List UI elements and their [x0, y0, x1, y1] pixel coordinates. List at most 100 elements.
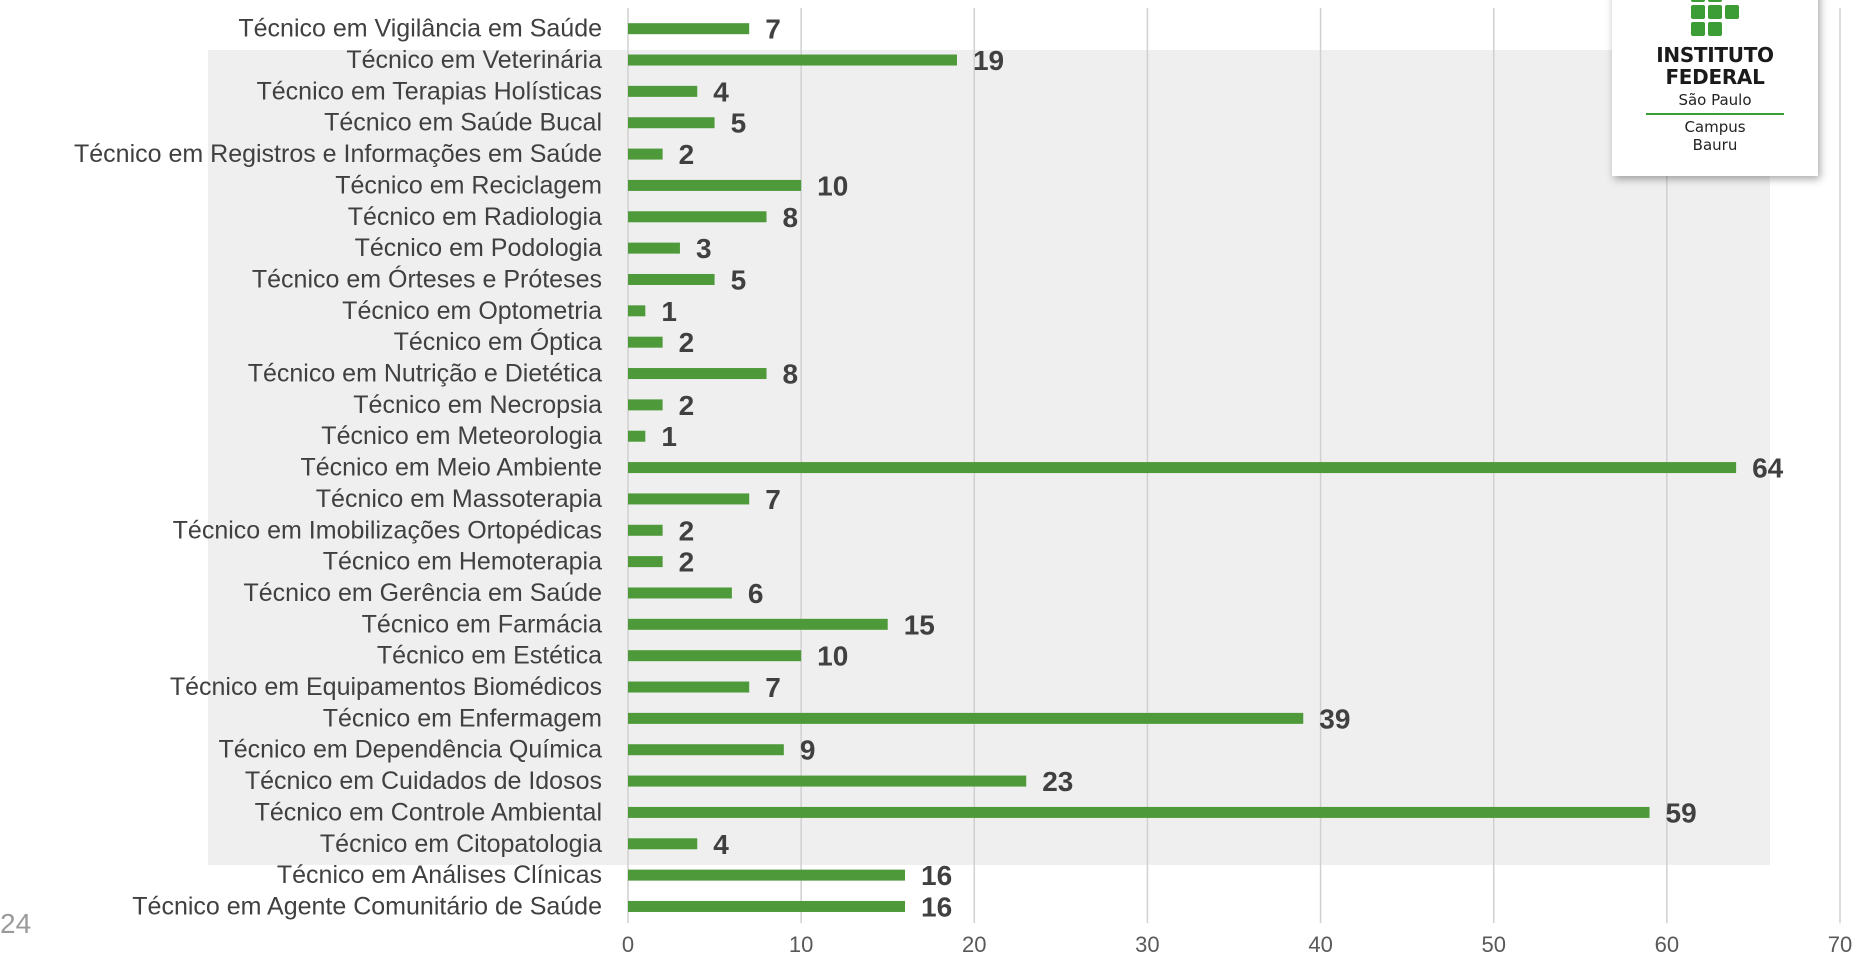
data-label: 5: [731, 264, 747, 295]
data-label: 6: [748, 578, 764, 609]
logo-title: INSTITUTO FEDERAL: [1612, 44, 1818, 88]
data-label: 8: [783, 202, 799, 233]
bar: [628, 900, 906, 912]
data-label: 4: [713, 829, 729, 860]
data-label: 1: [661, 296, 677, 327]
category-label: Técnico em Meio Ambiente: [300, 454, 602, 482]
data-label: 10: [817, 170, 848, 201]
bar: [628, 806, 1650, 818]
bar: [628, 838, 698, 850]
category-label: Técnico em Massoterapia: [316, 485, 602, 513]
x-tick-label: 40: [1308, 932, 1332, 955]
bar: [628, 399, 663, 411]
data-label: 7: [765, 14, 781, 45]
category-label: Técnico em Enfermagem: [323, 704, 602, 732]
data-label: 5: [731, 108, 747, 139]
category-label: Técnico em Gerência em Saúde: [243, 579, 602, 607]
institute-logo-mark-icon: [1691, 0, 1739, 36]
category-label: Técnico em Registros e Informações em Sa…: [74, 140, 602, 168]
category-label: Técnico em Equipamentos Biomédicos: [170, 673, 602, 701]
data-label: 23: [1042, 766, 1073, 797]
bar: [628, 681, 750, 693]
x-tick-label: 70: [1828, 932, 1852, 955]
data-label: 2: [679, 139, 695, 170]
category-label: Técnico em Reciclagem: [335, 171, 602, 199]
data-label: 19: [973, 45, 1004, 76]
category-label: Técnico em Órteses e Próteses: [252, 264, 602, 293]
category-label: Técnico em Estética: [377, 642, 602, 670]
category-label: Técnico em Meteorologia: [321, 422, 602, 450]
data-label: 2: [679, 547, 695, 578]
category-label: Técnico em Veterinária: [346, 46, 602, 74]
bar: [628, 744, 784, 756]
logo-campus: Campus Bauru: [1612, 118, 1818, 154]
data-label: 7: [765, 672, 781, 703]
data-label: 4: [713, 76, 729, 107]
data-label: 59: [1666, 797, 1697, 828]
data-label: 64: [1752, 453, 1784, 484]
category-label: Técnico em Controle Ambiental: [255, 798, 602, 826]
x-tick-label: 0: [622, 932, 634, 955]
x-tick-label: 30: [1135, 932, 1159, 955]
category-label: Técnico em Podologia: [355, 234, 602, 262]
data-label: 15: [904, 609, 935, 640]
bar: [628, 85, 698, 97]
logo-title-line2: FEDERAL: [1665, 65, 1765, 89]
category-label: Técnico em Optometria: [342, 297, 602, 325]
data-label: 10: [817, 641, 848, 672]
data-label: 9: [800, 735, 816, 766]
bar: [628, 524, 663, 536]
bar: [628, 148, 663, 160]
data-label: 1: [661, 421, 677, 452]
bar: [628, 430, 646, 442]
bar: [628, 587, 732, 599]
institute-logo: INSTITUTO FEDERAL São Paulo Campus Bauru: [1612, 0, 1818, 176]
bar: [628, 462, 1737, 474]
logo-subtitle: São Paulo: [1678, 91, 1752, 109]
x-tick-label: 50: [1481, 932, 1505, 955]
bar: [628, 368, 767, 380]
bar: [628, 336, 663, 348]
page-number: 24: [0, 908, 32, 939]
logo-divider: [1646, 113, 1784, 115]
bar: [628, 775, 1027, 787]
data-label: 7: [765, 484, 781, 515]
category-label: Técnico em Saúde Bucal: [324, 109, 602, 137]
bar: [628, 211, 767, 223]
category-label: Técnico em Nutrição e Dietética: [248, 360, 602, 388]
data-label: 39: [1319, 703, 1350, 734]
bar: [628, 650, 802, 662]
bar: [628, 117, 715, 129]
bar: [628, 242, 680, 254]
category-label: Técnico em Dependência Química: [218, 736, 602, 764]
bar: [628, 23, 750, 35]
category-label: Técnico em Agente Comunitário de Saúde: [132, 892, 602, 920]
bar: [628, 556, 663, 568]
x-tick-label: 10: [789, 932, 813, 955]
data-label: 16: [921, 860, 952, 891]
category-labels: Técnico em Vigilância em Saúde Técnico em…: [74, 15, 602, 921]
data-label: 2: [679, 390, 695, 421]
category-label: Técnico em Necropsia: [353, 391, 602, 419]
bar: [628, 54, 957, 66]
data-label: 8: [783, 359, 799, 390]
logo-title-line1: INSTITUTO: [1656, 43, 1774, 67]
category-label: Técnico em Óptica: [394, 327, 603, 356]
category-label: Técnico em Radiologia: [348, 203, 602, 231]
bar: [628, 712, 1304, 724]
x-tick-label: 20: [962, 932, 986, 955]
bar: [628, 869, 906, 881]
bar: [628, 493, 750, 505]
x-axis-ticks: 0 10 20 30 40 50 60 70: [622, 932, 1852, 955]
category-label: Técnico em Imobilizações Ortopédicas: [173, 516, 602, 544]
category-label: Técnico em Cuidados de Idosos: [245, 767, 602, 795]
plot-background: [208, 50, 1770, 865]
data-label: 2: [679, 515, 695, 546]
data-label: 2: [679, 327, 695, 358]
bar: [628, 618, 888, 630]
bars: [628, 23, 1737, 912]
data-label: 3: [696, 233, 712, 264]
logo-campus-line2: Bauru: [1692, 136, 1738, 154]
category-label: Técnico em Análises Clínicas: [277, 861, 602, 889]
